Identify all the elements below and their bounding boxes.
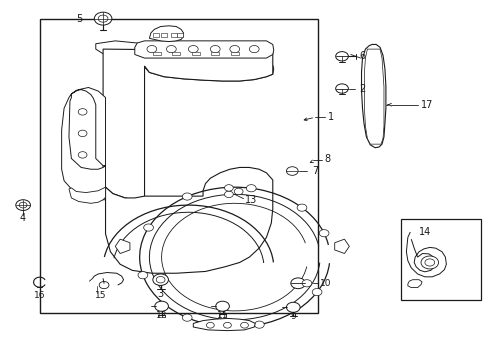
Bar (161, 33, 166, 37)
Text: 17: 17 (420, 100, 432, 110)
Circle shape (335, 84, 347, 93)
Polygon shape (149, 26, 183, 41)
Circle shape (143, 224, 153, 231)
Polygon shape (364, 49, 383, 144)
Text: 14: 14 (418, 227, 430, 237)
Circle shape (234, 188, 243, 195)
Circle shape (182, 193, 192, 200)
Circle shape (156, 276, 164, 283)
Circle shape (206, 322, 214, 328)
Circle shape (99, 282, 109, 289)
Circle shape (210, 45, 220, 53)
Circle shape (78, 152, 87, 158)
Text: 2: 2 (358, 84, 365, 94)
Circle shape (290, 278, 305, 289)
Text: 13: 13 (244, 195, 256, 206)
Circle shape (246, 185, 256, 192)
Circle shape (297, 204, 306, 211)
Text: 10: 10 (320, 279, 331, 288)
Circle shape (229, 45, 239, 53)
Text: 15: 15 (95, 291, 106, 300)
Text: 4: 4 (20, 213, 26, 222)
Text: 5: 5 (76, 14, 82, 24)
Polygon shape (361, 44, 385, 148)
Bar (177, 33, 183, 37)
Circle shape (286, 167, 298, 175)
Bar (191, 51, 199, 55)
Circle shape (98, 15, 108, 22)
Polygon shape (407, 280, 421, 288)
Circle shape (420, 256, 438, 269)
Circle shape (424, 259, 434, 266)
Circle shape (94, 12, 112, 25)
Circle shape (188, 45, 198, 53)
Circle shape (78, 109, 87, 115)
Bar (230, 51, 238, 55)
Circle shape (19, 202, 27, 208)
Circle shape (153, 274, 168, 285)
Circle shape (311, 288, 321, 296)
Circle shape (78, 130, 87, 136)
Circle shape (240, 322, 248, 328)
Circle shape (254, 321, 264, 328)
Circle shape (224, 185, 233, 191)
Polygon shape (96, 41, 273, 81)
Polygon shape (105, 167, 272, 273)
Polygon shape (115, 239, 130, 253)
Text: 12: 12 (156, 311, 167, 320)
Bar (172, 51, 180, 55)
Polygon shape (135, 41, 273, 58)
Bar (170, 33, 176, 37)
Text: 11: 11 (216, 311, 228, 320)
Circle shape (16, 200, 30, 211)
Circle shape (319, 230, 328, 237)
Bar (153, 51, 160, 55)
Text: 6: 6 (358, 51, 365, 61)
Polygon shape (92, 273, 123, 285)
Text: 7: 7 (311, 166, 317, 176)
Polygon shape (61, 87, 105, 200)
Circle shape (223, 322, 231, 328)
Bar (40, 19, 317, 313)
Polygon shape (193, 319, 255, 330)
Circle shape (215, 301, 229, 311)
Text: 8: 8 (324, 154, 330, 164)
Bar (153, 33, 158, 37)
Circle shape (302, 280, 311, 287)
Circle shape (166, 45, 176, 53)
Bar (400, 220, 480, 300)
Circle shape (138, 271, 147, 279)
Bar (211, 51, 219, 55)
Circle shape (147, 45, 157, 53)
Circle shape (335, 51, 347, 61)
Text: 16: 16 (34, 291, 45, 300)
Polygon shape (103, 49, 272, 200)
Polygon shape (69, 187, 105, 203)
Text: 9: 9 (290, 312, 296, 321)
Circle shape (224, 191, 233, 198)
Circle shape (286, 302, 300, 312)
Text: 3: 3 (157, 289, 163, 299)
Circle shape (182, 314, 192, 321)
Polygon shape (406, 232, 446, 277)
Circle shape (155, 301, 168, 311)
Polygon shape (334, 239, 348, 253)
Circle shape (249, 45, 259, 53)
Text: 1: 1 (328, 112, 334, 122)
